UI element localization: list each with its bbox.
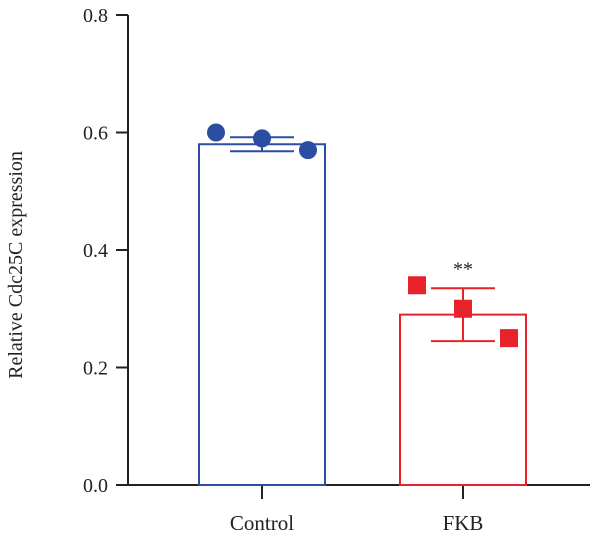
bar-control [198,143,326,486]
y-tick-label: 0.8 [83,5,108,27]
data-point [299,141,317,160]
bars: ** [198,123,527,486]
x-tick-label-fkb: FKB [443,511,484,535]
data-point [408,276,426,295]
y-tick-label: 0.6 [83,123,108,145]
data-point [454,299,472,318]
x-tick-label-control: Control [230,511,294,535]
bar-group-control [198,123,326,486]
data-point [253,129,271,148]
data-point [207,123,225,142]
y-axis: 0.0 0.2 0.4 0.6 0.8 [83,5,129,497]
significance-label: ** [453,258,473,280]
x-axis: Control FKB [128,484,590,535]
y-tick-label: 0.2 [83,358,108,380]
y-tick-label: 0.4 [83,240,108,262]
y-axis-title: Relative Cdc25C expression [5,151,27,379]
y-tick-label: 0.0 [83,475,108,497]
data-point [500,329,518,348]
bar-group-fkb: ** [399,258,527,486]
